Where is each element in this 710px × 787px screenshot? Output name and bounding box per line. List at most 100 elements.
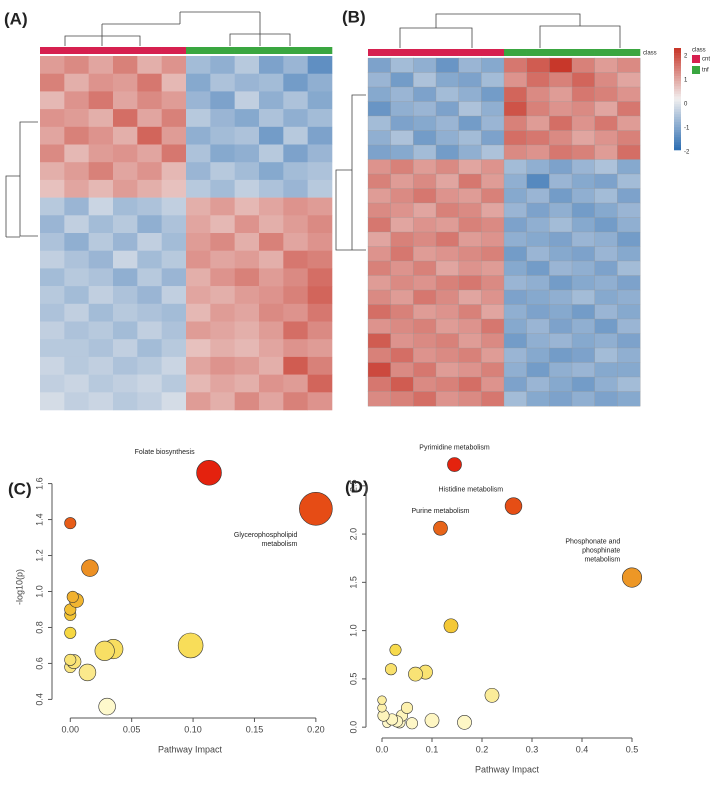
heatmap-cell: [481, 246, 505, 262]
heatmap-cell: [186, 321, 211, 340]
heatmap-cell: [307, 215, 333, 234]
heatmap-cell: [40, 109, 65, 128]
heatmap-cell: [571, 376, 596, 392]
heatmap-cell: [526, 188, 550, 204]
class-bar: [283, 47, 308, 54]
heatmap-cell: [307, 250, 333, 269]
heatmap-cell: [210, 197, 235, 216]
heatmap-cell: [234, 233, 260, 251]
heatmap-cell: [137, 197, 162, 216]
heatmap-cell: [88, 250, 114, 269]
heatmap-cell: [617, 173, 641, 189]
heatmap-cell: [161, 268, 187, 287]
heatmap-cell: [40, 73, 65, 92]
heatmap-cell: [571, 275, 596, 291]
heatmap-cell: [571, 318, 596, 334]
heatmap-cell: [210, 250, 235, 269]
class-bar: [617, 49, 641, 56]
heatmap-cell: [617, 231, 641, 247]
colorbar-step: [674, 114, 681, 118]
colorbar-step: [674, 91, 681, 95]
heatmap-cell: [113, 126, 138, 145]
heatmap-cell: [458, 130, 482, 146]
heatmap-cell: [458, 57, 482, 73]
heatmap-cell: [161, 126, 187, 145]
heatmap-cell: [113, 215, 138, 234]
class-bar: [413, 49, 437, 56]
heatmap-cell: [40, 268, 65, 287]
heatmap-cell: [161, 73, 187, 92]
heatmap-cell: [458, 246, 482, 262]
heatmap-cell: [549, 202, 573, 218]
heatmap-cell: [137, 268, 162, 287]
heatmap-cell: [64, 126, 89, 145]
heatmap-cell: [186, 268, 211, 287]
heatmap-cell: [113, 250, 138, 269]
heatmap-cell: [234, 91, 260, 110]
pathway-label: phosphinate: [582, 548, 620, 555]
class-bar: [137, 47, 162, 54]
colorbar-step: [674, 109, 681, 113]
heatmap-cell: [594, 72, 618, 88]
heatmap-cell: [137, 109, 162, 128]
heatmap-cell: [571, 347, 596, 363]
heatmap-cell: [435, 217, 460, 233]
heatmap-cell: [503, 304, 528, 320]
heatmap-cell: [526, 115, 550, 131]
heatmap-cell: [481, 260, 505, 276]
heatmap-cell: [161, 197, 187, 216]
pathway-label: metabolism: [262, 541, 298, 548]
heatmap-cell: [594, 246, 618, 262]
heatmap-cell: [549, 130, 573, 146]
heatmap-cell: [571, 217, 596, 233]
heatmap-cell: [307, 303, 333, 322]
panel-label: (D): [345, 477, 369, 496]
y-tick-label: 0.8: [34, 621, 44, 634]
heatmap-cell: [390, 289, 414, 305]
pathway-point: [78, 663, 97, 682]
heatmap-cell: [113, 268, 138, 287]
heatmap-cell: [307, 179, 333, 198]
heatmap-cell: [526, 347, 550, 363]
heatmap-cell: [113, 374, 138, 393]
heatmap-cell: [617, 304, 641, 320]
heatmap-cell: [503, 333, 528, 349]
heatmap-cell: [234, 268, 260, 287]
heatmap-cell: [88, 162, 114, 181]
heatmap-cell: [435, 376, 460, 392]
colorbar-step: [674, 139, 681, 143]
heatmap-cell: [186, 339, 211, 358]
heatmap-cell: [88, 56, 114, 74]
heatmap-cell: [594, 362, 618, 378]
heatmap-cell: [503, 115, 528, 131]
heatmap-cell: [435, 202, 460, 218]
x-tick-label: 0.4: [576, 744, 589, 754]
y-tick-label: 0.0: [348, 721, 358, 734]
column-dendrogram: [64, 11, 291, 46]
heatmap-cell: [161, 109, 187, 128]
heatmap-cell: [234, 339, 260, 358]
heatmap-cell: [481, 347, 505, 363]
pathway-point: [66, 590, 79, 603]
heatmap-cell: [617, 347, 641, 363]
colorbar-step: [674, 73, 681, 77]
heatmap-cell: [40, 321, 65, 340]
pathway-point: [64, 626, 77, 639]
pathway-point: [94, 640, 115, 661]
heatmap-cell: [161, 215, 187, 234]
heatmap-cell: [210, 374, 235, 393]
heatmap-cell: [307, 374, 333, 393]
row-dendrogram: [335, 94, 366, 251]
colorbar-step: [674, 134, 681, 138]
heatmap-cell: [549, 362, 573, 378]
heatmap-cell: [186, 374, 211, 393]
heatmap-cell: [503, 188, 528, 204]
heatmap-cell: [526, 159, 550, 175]
heatmap-cell: [64, 162, 89, 181]
heatmap-cell: [186, 392, 211, 411]
heatmap-cell: [571, 188, 596, 204]
heatmap-cell: [390, 231, 414, 247]
heatmap-cell: [503, 217, 528, 233]
heatmap-cell: [283, 374, 308, 393]
heatmap-cell: [503, 318, 528, 334]
